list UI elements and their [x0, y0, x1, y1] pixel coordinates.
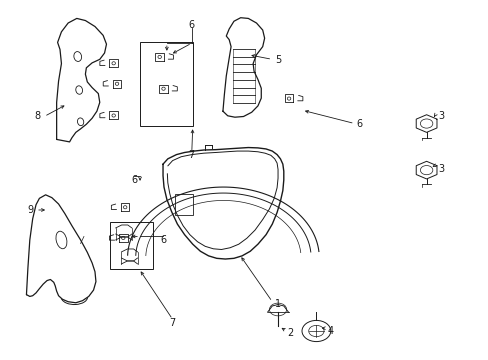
Text: 4: 4 — [327, 326, 333, 336]
Bar — [140, 42, 192, 126]
Text: 3: 3 — [437, 165, 443, 174]
Text: 9: 9 — [27, 205, 33, 215]
Text: 8: 8 — [34, 112, 41, 121]
Text: 7: 7 — [188, 150, 195, 160]
Text: 1: 1 — [274, 299, 281, 309]
Bar — [110, 222, 153, 269]
Text: 6: 6 — [160, 235, 166, 245]
Text: 2: 2 — [286, 328, 292, 338]
Text: 7: 7 — [169, 318, 175, 328]
Text: 5: 5 — [274, 55, 281, 65]
Text: 6: 6 — [356, 118, 362, 129]
Text: 6: 6 — [131, 175, 137, 185]
Bar — [175, 194, 193, 215]
Text: 6: 6 — [188, 20, 194, 30]
Text: 3: 3 — [437, 112, 443, 121]
